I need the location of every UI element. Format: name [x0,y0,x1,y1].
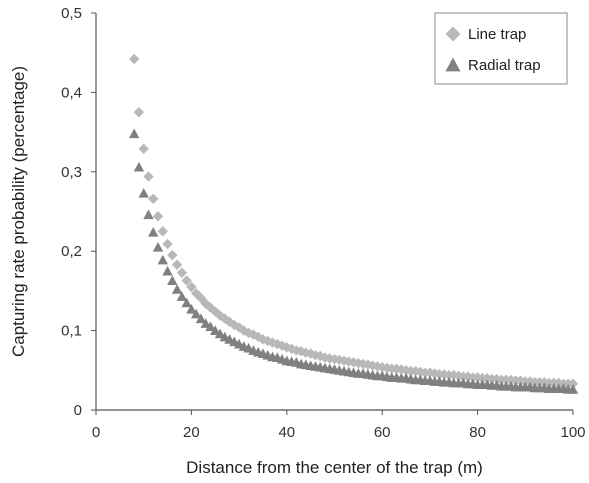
series-line-trap [128,53,579,389]
ticks: 0 20 40 60 80 100 0 0,1 0,2 0,3 0,4 0,5 [61,5,585,441]
x-tick-label: 80 [469,424,486,441]
data-point [171,259,183,270]
data-point [128,128,140,139]
data-point [157,254,168,265]
legend-label: Line trap [468,26,526,43]
y-tick-label: 0,5 [61,5,82,22]
data-point [162,238,173,250]
y-tick-label: 0,3 [61,164,82,181]
data-point [167,249,178,261]
data-point [195,313,207,324]
data-point [138,188,149,198]
data-point [148,193,159,204]
data-point [505,374,517,386]
y-tick-label: 0,2 [61,243,82,260]
series-radial-trap [128,128,579,394]
data-point [162,265,173,276]
legend-marker-diamond [445,26,461,42]
legend: Line trap Radial trap [434,12,568,85]
x-tick-label: 100 [560,424,585,441]
data-point [205,321,216,332]
data-point [152,242,164,252]
data-point [143,171,154,182]
data-point [143,209,154,220]
data-points [128,53,579,394]
data-point [190,308,202,319]
data-point [567,378,579,389]
x-tick-label: 40 [278,424,295,441]
data-point [133,161,145,172]
data-point [128,53,140,65]
data-point [133,107,145,118]
data-point [181,297,192,308]
x-tick-label: 0 [92,424,100,441]
x-tick-label: 60 [374,424,391,441]
data-point [195,292,207,304]
legend-label: Radial trap [468,57,541,74]
data-point [152,211,164,222]
data-point [138,143,149,154]
legend-box [434,12,568,85]
y-axis-title: Capturing rate probability (percentage) [9,66,28,357]
data-point [186,303,197,314]
data-point [148,226,159,237]
data-point [176,291,188,301]
data-point [524,376,536,387]
data-point [171,284,183,294]
x-axis-title: Distance from the center of the trap (m) [186,458,483,477]
legend-marker-triangle [445,57,461,72]
data-point [157,226,168,237]
data-point [186,281,197,293]
data-point [224,316,235,328]
axes [95,13,573,411]
data-point [553,377,564,389]
data-point [567,384,579,394]
y-tick-label: 0 [74,402,82,419]
data-point [181,275,192,286]
data-point [167,275,178,285]
data-point [176,267,188,278]
y-tick-label: 0,1 [61,323,82,340]
y-tick-label: 0,4 [61,84,82,101]
x-tick-label: 20 [183,424,200,441]
